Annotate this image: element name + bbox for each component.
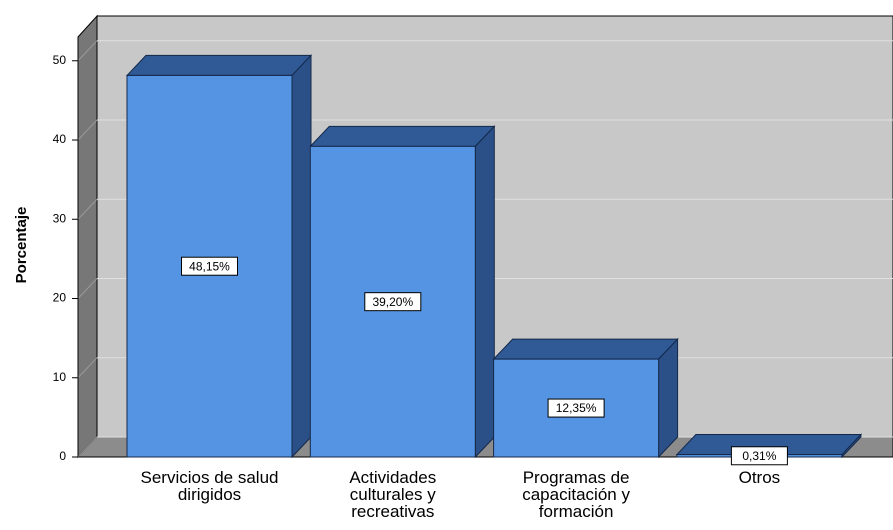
bar-top bbox=[309, 125, 496, 147]
grid-line bbox=[77, 436, 98, 458]
y-tick-label: 20 bbox=[53, 291, 67, 305]
grid-line bbox=[77, 40, 98, 62]
left-wall bbox=[77, 14, 98, 459]
value-label: 0,31% bbox=[742, 449, 776, 463]
bar-top bbox=[492, 338, 679, 360]
value-label: 48,15% bbox=[189, 259, 230, 273]
bar bbox=[492, 337, 679, 459]
grid-line bbox=[77, 198, 98, 220]
grid-line bbox=[77, 357, 98, 379]
bar bbox=[125, 54, 313, 459]
y-tick-label: 50 bbox=[53, 53, 67, 67]
y-tick-label: 10 bbox=[53, 370, 67, 384]
value-label-box bbox=[547, 398, 605, 418]
y-axis-label: Porcentaje bbox=[13, 207, 30, 284]
x-tick-label: Actividades culturales y recreativas bbox=[349, 468, 437, 521]
value-label-box bbox=[730, 446, 788, 466]
grid-line bbox=[77, 119, 98, 141]
bar-side bbox=[474, 125, 495, 459]
bar-top bbox=[125, 54, 313, 76]
value-label: 12,35% bbox=[556, 401, 597, 415]
grid-line bbox=[77, 278, 98, 299]
value-label: 39,20% bbox=[372, 295, 413, 309]
y-tick-label: 0 bbox=[59, 449, 66, 463]
y-tick-label: 40 bbox=[53, 132, 67, 146]
y-tick-label: 30 bbox=[53, 211, 67, 225]
value-label-box bbox=[364, 292, 422, 312]
x-tick-label: Programas de capacitación y formación bbox=[522, 468, 630, 521]
x-tick-label: Servicios de salud dirigidos bbox=[140, 468, 279, 504]
bar-side bbox=[291, 54, 312, 459]
bars: 48,15% 39,20% 12,35% 0,31% bbox=[125, 54, 863, 466]
bar-side bbox=[658, 337, 679, 459]
bar bbox=[309, 125, 496, 459]
value-label-box bbox=[181, 256, 238, 276]
x-tick-label: Otros bbox=[738, 468, 781, 487]
